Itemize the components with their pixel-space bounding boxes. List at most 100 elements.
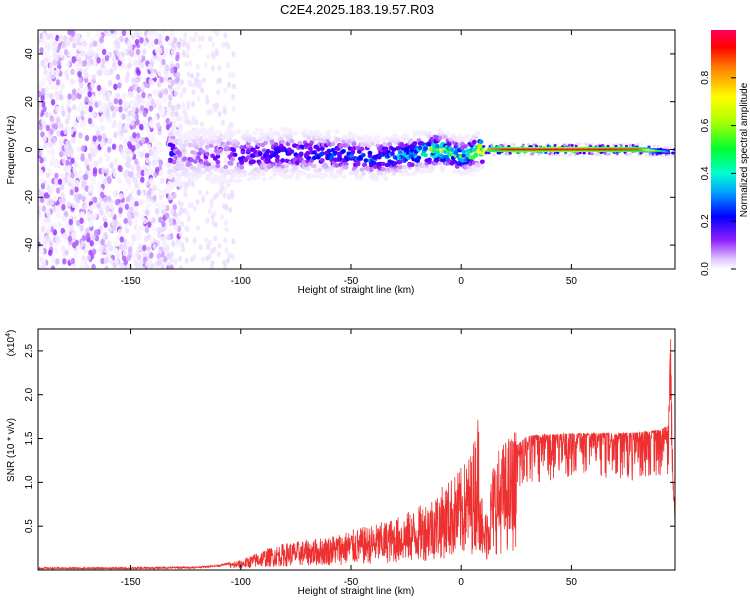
heat-cell: [350, 137, 356, 142]
heat-cell: [49, 128, 54, 135]
heat-cell: [188, 60, 193, 67]
heat-cell: [403, 169, 409, 174]
heat-cell: [176, 71, 181, 79]
heat-cell: [231, 130, 237, 136]
heat-cell: [179, 92, 184, 99]
heat-cell: [78, 87, 83, 95]
heat-cell: [95, 129, 101, 136]
spectrogram-panel: -150 -100 -50 0 50 -40 -20 0 20 40 Height of str…: [6, 29, 676, 296]
heat-cell: [91, 74, 96, 81]
heat-cell: [114, 258, 120, 266]
heat-cell: [359, 146, 365, 152]
heat-cell: [106, 69, 111, 77]
heat-cell: [553, 144, 557, 147]
heat-cell: [104, 265, 109, 269]
heat-cell: [298, 152, 304, 157]
heat-cell: [554, 148, 557, 151]
heat-cell: [39, 191, 44, 198]
heat-cell: [496, 148, 499, 151]
heat-cell: [227, 81, 232, 88]
heat-cell: [59, 183, 65, 191]
heat-cell: [596, 148, 599, 151]
heat-cell: [176, 115, 181, 122]
heat-cell: [101, 87, 107, 94]
heat-cell: [505, 148, 507, 151]
heat-cell: [184, 257, 189, 264]
heat-cell: [93, 196, 98, 204]
heat-cell: [349, 153, 354, 159]
heat-cell: [40, 59, 45, 67]
heat-cell: [615, 148, 618, 151]
heat-cell: [152, 184, 157, 192]
heat-cell: [277, 167, 283, 173]
heat-cell: [215, 154, 221, 159]
heat-cell: [183, 167, 189, 173]
heat-cell: [46, 211, 51, 218]
heat-cell: [55, 54, 60, 62]
heat-cell: [157, 231, 162, 239]
heat-cell: [154, 47, 160, 54]
heat-cell: [391, 147, 397, 152]
heat-cell: [123, 218, 128, 225]
heat-cell: [55, 67, 60, 75]
heat-cell: [107, 80, 113, 87]
heat-cell: [639, 148, 642, 151]
heat-cell: [98, 155, 104, 163]
heat-cell: [226, 193, 231, 200]
heat-cell: [622, 148, 624, 151]
heat-cell: [110, 118, 115, 125]
heat-cell: [512, 143, 516, 147]
heat-cell: [91, 263, 96, 269]
heat-cell: [63, 35, 68, 42]
heat-cell: [61, 196, 66, 204]
colorbar-tick-label: 0.2: [700, 214, 711, 228]
heat-cell: [98, 174, 104, 181]
heat-cell: [171, 160, 177, 165]
heat-cell: [123, 123, 129, 131]
heat-cell: [518, 148, 521, 151]
heat-cell: [472, 139, 477, 145]
heat-cell: [140, 169, 145, 177]
heat-cell: [96, 57, 101, 64]
heat-cell: [96, 196, 102, 204]
heat-cell: [80, 49, 86, 57]
heat-cell: [143, 235, 149, 243]
heat-cell: [174, 77, 179, 84]
heat-cell: [606, 148, 609, 151]
heat-cell: [351, 146, 357, 151]
heat-cell: [522, 148, 525, 151]
heat-cell: [231, 94, 236, 101]
heat-cell: [224, 170, 230, 176]
heat-cell: [668, 156, 672, 159]
heat-cell: [112, 170, 118, 178]
heat-cell: [70, 172, 75, 179]
heat-cell: [136, 171, 141, 179]
heat-cell: [236, 178, 242, 183]
heat-cell: [161, 190, 167, 197]
heat-cell: [170, 240, 176, 247]
heat-cell: [116, 50, 121, 58]
heat-cell: [131, 112, 136, 119]
heat-cell: [215, 78, 220, 85]
heat-cell: [126, 254, 131, 262]
heat-cell: [362, 162, 368, 167]
heat-cell: [268, 175, 274, 181]
heat-cell: [576, 148, 579, 151]
heat-cell: [181, 148, 186, 153]
heat-cell: [217, 110, 222, 117]
heat-cell: [165, 46, 170, 54]
heat-cell: [60, 173, 65, 181]
heat-cell: [672, 154, 675, 158]
heat-cell: [61, 41, 66, 48]
heat-cell: [351, 142, 357, 147]
heat-cell: [318, 132, 324, 138]
heat-cell: [77, 57, 82, 64]
heat-cell: [223, 237, 228, 244]
heat-cell: [71, 94, 76, 102]
heat-cell: [601, 148, 603, 151]
heat-cell: [50, 265, 56, 269]
heat-cell: [215, 102, 220, 109]
heat-cell: [194, 119, 199, 126]
heat-cell: [510, 148, 513, 151]
heat-cell: [644, 148, 646, 151]
